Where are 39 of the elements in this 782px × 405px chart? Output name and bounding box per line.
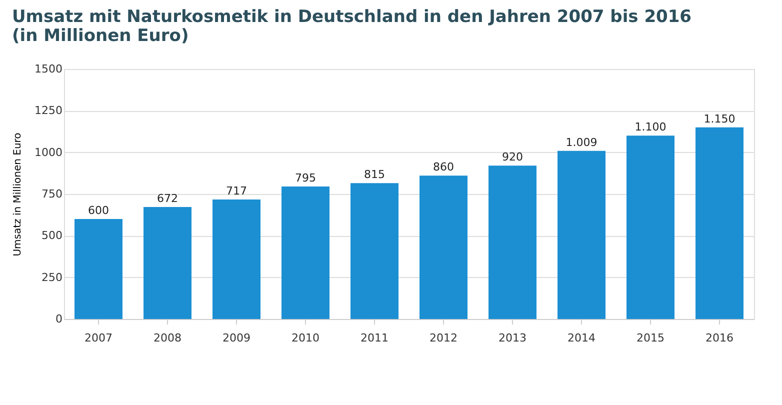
bar — [74, 219, 122, 319]
x-tick-label: 2014 — [568, 332, 596, 344]
y-axis-title: Umsatz in Millionen Euro — [12, 132, 24, 256]
x-tick-label: 2016 — [706, 332, 734, 344]
x-tick-label: 2010 — [292, 332, 320, 344]
data-label: 920 — [502, 150, 523, 164]
x-tick-label: 2007 — [84, 332, 112, 344]
data-label: 717 — [226, 184, 247, 198]
bar — [212, 200, 260, 319]
bar — [626, 136, 674, 319]
y-tick-label: 1000 — [34, 146, 62, 159]
data-label: 672 — [157, 192, 178, 205]
data-label: 1.150 — [704, 112, 736, 126]
y-tick-label: 1500 — [34, 62, 62, 76]
data-label: 600 — [88, 204, 109, 217]
bar — [420, 176, 468, 319]
x-tick-label: 2009 — [222, 332, 250, 344]
bar — [350, 183, 398, 319]
y-tick-label: 250 — [42, 270, 62, 284]
data-label: 1.100 — [634, 120, 666, 134]
chart-title: Umsatz mit Naturkosmetik in Deutschland in den Jahren 2007 bis 2016 (in Millionen Euro) — [12, 7, 692, 46]
x-tick-label: 2013 — [498, 332, 526, 344]
y-tick-label: 500 — [42, 229, 62, 242]
bar — [282, 186, 330, 319]
data-label: 815 — [364, 168, 385, 182]
bar — [144, 207, 192, 319]
y-tick-label: 750 — [42, 188, 62, 200]
y-tick-label: 0 — [56, 312, 62, 326]
x-tick-label: 2012 — [430, 332, 458, 344]
data-label: 795 — [295, 172, 316, 184]
x-tick-label: 2011 — [360, 332, 388, 344]
bar — [558, 150, 606, 319]
data-label: 1.009 — [566, 136, 598, 149]
x-tick-label: 2015 — [636, 332, 664, 344]
x-tick-label: 2008 — [154, 332, 182, 344]
y-tick-label: 1250 — [34, 104, 62, 118]
bar — [696, 127, 744, 319]
data-label: 860 — [433, 160, 454, 174]
bar — [488, 166, 536, 319]
